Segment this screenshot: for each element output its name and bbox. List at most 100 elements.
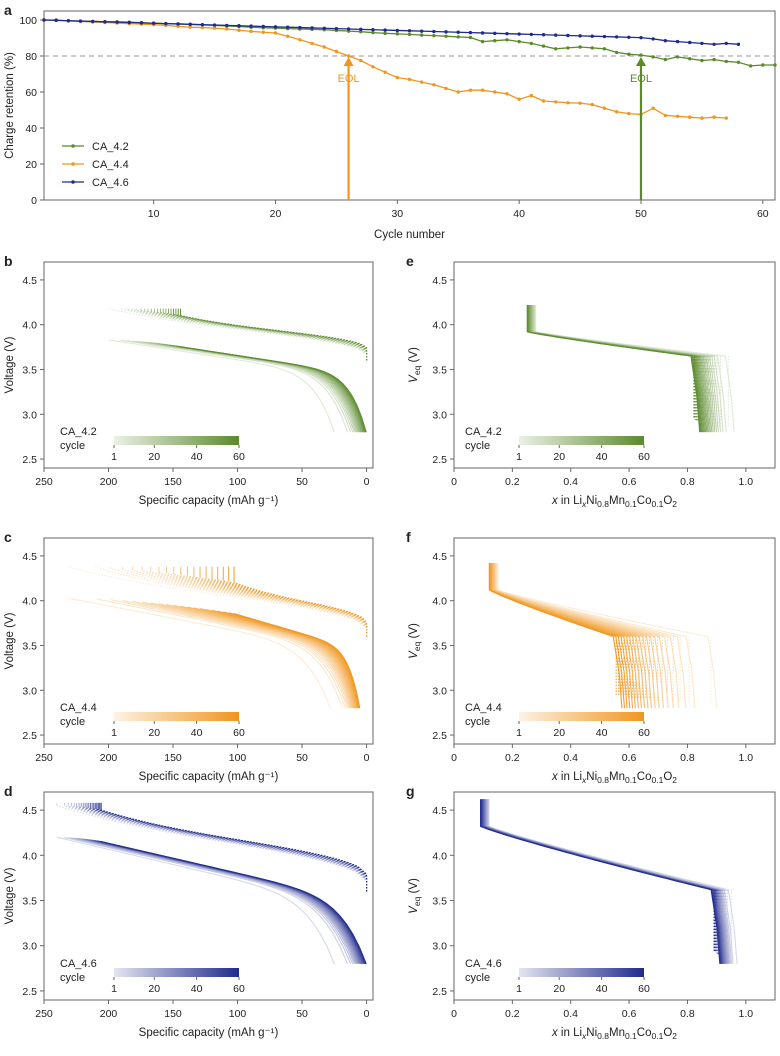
x-tick-label: 50 (296, 1008, 308, 1020)
data-point (493, 39, 497, 43)
discharge-curve (233, 613, 361, 709)
x-tick-label: 40 (513, 208, 525, 220)
charge-curve (122, 568, 368, 637)
colorbar (114, 968, 239, 977)
data-point (480, 88, 485, 92)
x-axis-label: Specific capacity (mAh g⁻¹) (139, 1027, 279, 1039)
data-point (395, 32, 400, 36)
colorbar-tick-label: 40 (191, 983, 203, 995)
discharge-curve (122, 599, 348, 709)
panel-e: e 2.5 3.0 3.5 4.0 4.5 0 0.2 0.4 0.6 0.8 1.0 x in Lix… (406, 253, 776, 509)
panel-d-letter: d (4, 783, 13, 799)
data-point (395, 75, 400, 80)
data-point (590, 46, 594, 50)
x-axis-label-part: Mn (609, 771, 625, 783)
x-tick-label: 100 (229, 476, 247, 488)
legend-series-label: CA_4.6 (465, 958, 502, 970)
charge-curve (160, 312, 368, 361)
y-tick-label: 3.0 (432, 941, 447, 953)
data-point (359, 30, 363, 34)
charge-curve (211, 578, 368, 637)
data-point (663, 113, 668, 118)
data-point (761, 63, 765, 67)
x-tick-label: 0.4 (563, 752, 578, 764)
data-point (578, 101, 582, 105)
data-point (541, 44, 546, 48)
y-tick-label: 4.0 (432, 850, 447, 862)
data-point (493, 31, 497, 36)
charge-curve (147, 310, 368, 361)
legend-series-label: CA_4.2 (465, 426, 502, 438)
data-point (468, 30, 473, 35)
data-point (675, 55, 680, 59)
x-axis-label-part: in Li (558, 1027, 582, 1039)
x-axis-label-part: x (581, 1031, 587, 1041)
x-tick-label: 0 (451, 752, 457, 764)
data-point (566, 101, 570, 105)
charge-curve (132, 309, 368, 361)
x-tick-label: 1.0 (739, 752, 754, 764)
x-tick-label: 20 (270, 208, 282, 220)
colorbar-tick-label: 40 (596, 983, 608, 995)
x-tick-label: 150 (164, 752, 182, 764)
data-point (712, 42, 716, 46)
veq-curve (530, 304, 710, 433)
colorbar-tick-label: 60 (233, 727, 245, 739)
y-tick-label: 4.0 (432, 596, 447, 608)
colorbar-tick-label: 1 (516, 983, 522, 995)
data-point (663, 57, 668, 62)
data-point (529, 32, 534, 37)
data-point (225, 23, 229, 28)
colorbar-tick-label: 1 (516, 727, 522, 739)
data-point (748, 64, 753, 68)
y-axis-label: Veq (V) (408, 623, 422, 659)
y-tick-label: 3.0 (432, 409, 447, 421)
eol-label: EOL (338, 73, 360, 85)
panel-b-letter: b (4, 253, 13, 269)
x-tick-label: 0.8 (680, 476, 695, 488)
data-point (480, 31, 485, 35)
charge-curve (180, 574, 368, 637)
data-point (529, 41, 534, 46)
charge-curve (144, 310, 368, 361)
discharge-curve (108, 339, 335, 433)
charge-curve (140, 309, 368, 361)
data-point (627, 35, 631, 39)
data-point (602, 47, 607, 51)
data-point (298, 25, 302, 30)
data-point (663, 39, 668, 43)
data-point (639, 53, 643, 57)
y-tick-label: 2.5 (22, 986, 37, 998)
y-axis-label: Voltage (V) (4, 867, 16, 924)
data-point (298, 38, 302, 42)
y-tick-label: 3.5 (22, 364, 37, 376)
data-point (176, 24, 180, 28)
data-point (578, 34, 582, 38)
data-point (395, 28, 400, 33)
colorbar (519, 968, 644, 977)
veq-curve (497, 563, 718, 709)
x-tick-label: 0 (364, 1008, 370, 1020)
data-point (688, 40, 692, 45)
x-tick-label: 1.0 (739, 1008, 754, 1020)
data-point (249, 29, 253, 34)
data-point (225, 27, 229, 31)
eol-arrow-head (343, 57, 354, 66)
discharge-curve (127, 340, 352, 433)
legend: CA_4.2 CA_4.4 CA_4.6 (62, 141, 129, 189)
discharge-curve (132, 600, 350, 709)
legend-marker (71, 162, 75, 166)
legend-marker (71, 180, 75, 184)
y-axis-label-part: V (408, 374, 420, 383)
veq-curve (531, 304, 712, 433)
data-point (115, 20, 119, 24)
data-point (419, 29, 424, 33)
data-point (505, 31, 509, 36)
x-axis-label-part: Co (637, 771, 652, 783)
veq-curve (530, 304, 709, 433)
data-point (54, 18, 58, 23)
data-point (432, 83, 436, 87)
charge-curve (108, 308, 368, 361)
